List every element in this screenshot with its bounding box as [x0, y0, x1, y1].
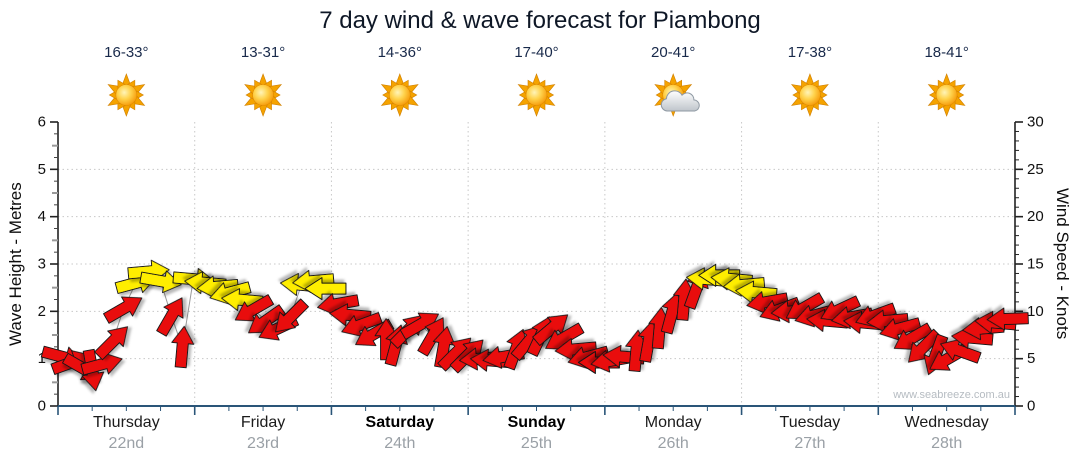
wind-arrow	[275, 298, 309, 333]
day-label-monday: Monday 26th	[645, 414, 702, 453]
wind-tick-label: 10	[1027, 303, 1044, 320]
day-name: Tuesday	[779, 414, 841, 431]
wave-tick-label: 0	[38, 398, 46, 415]
wind-arrow	[171, 325, 195, 369]
sun-icon	[244, 73, 282, 117]
sun-icon	[380, 73, 419, 117]
partly-cloudy-icon	[654, 73, 700, 117]
wind-tick-label: 20	[1027, 208, 1044, 225]
wind-arrow	[532, 314, 569, 346]
day-name: Friday	[240, 414, 286, 431]
day-header-row: 16-33° 13-31° 14-36° 17-40° 20-41° 17-38° 18-4…	[0, 44, 1080, 64]
sun-icon	[517, 73, 556, 117]
watermark: www.seabreeze.com.au	[893, 389, 1010, 401]
day-date: 28th	[931, 435, 963, 452]
wind-tick-label: 25	[1027, 161, 1044, 178]
wave-tick-label: 4	[38, 208, 46, 225]
day-date: 22nd	[108, 435, 145, 452]
day-date: 27th	[794, 435, 826, 452]
day-date: 23rd	[247, 435, 280, 452]
wind-arrow	[94, 326, 129, 361]
temp-range-sunday: 17-40°	[514, 44, 559, 61]
day-name: Monday	[644, 414, 702, 431]
wind-arrow	[940, 338, 982, 364]
wind-arrow	[554, 338, 598, 362]
sun-icon	[927, 73, 966, 117]
wind-arrow	[156, 297, 184, 337]
wind-arrow	[625, 329, 649, 372]
wave-tick-label: 5	[38, 161, 46, 178]
wind-arrow	[866, 309, 909, 333]
wind-tick-label: 15	[1027, 256, 1044, 273]
day-label-wednesday: Wednesday 28th	[905, 414, 989, 453]
wave-tick-label: 1	[38, 350, 46, 367]
wind-arrow	[908, 328, 942, 363]
day-name: Sunday	[507, 414, 566, 431]
wind-arrow	[304, 277, 347, 301]
wind-tick-label: 0	[1027, 398, 1035, 415]
day-label-thursday: Thursday 22nd	[93, 414, 160, 453]
wind-arrow	[746, 291, 789, 314]
day-name: Wednesday	[904, 414, 989, 431]
chart-title: 7 day wind & wave forecast for Piambong	[319, 7, 761, 34]
wave-tick-label: 2	[38, 303, 46, 320]
sun-icon	[107, 73, 146, 117]
wind-arrow	[139, 270, 182, 294]
temp-range-saturday: 14-36°	[377, 44, 422, 61]
wind-tick-label: 5	[1027, 350, 1035, 367]
day-date: 25th	[520, 435, 553, 452]
temp-range-thursday: 16-33°	[104, 44, 149, 61]
day-label-saturday: Saturday 24th	[366, 414, 434, 453]
day-label-tuesday: Tuesday 27th	[780, 414, 841, 453]
cloud-icon	[660, 90, 700, 112]
day-name: Thursday	[92, 414, 160, 431]
wind-tick-label: 30	[1027, 114, 1044, 131]
wind-arrow	[103, 296, 143, 324]
day-label-friday: Friday 23rd	[241, 414, 285, 453]
wind-arrow	[234, 294, 275, 322]
right-axis-title: Wind Speed - Knots	[1053, 188, 1072, 340]
day-name: Saturday	[365, 414, 435, 431]
day-date: 24th	[384, 435, 416, 452]
temp-range-tuesday: 17-38°	[787, 44, 833, 61]
wave-tick-label: 6	[38, 114, 46, 131]
day-label-sunday: Sunday 25th	[508, 414, 566, 453]
day-date: 26th	[657, 435, 689, 452]
wind-arrow	[341, 312, 383, 337]
temp-range-monday: 20-41°	[651, 44, 696, 61]
wind-arrow	[879, 317, 922, 341]
wave-tick-label: 3	[38, 256, 46, 273]
sun-icon	[791, 73, 829, 117]
temp-range-friday: 13-31°	[240, 44, 286, 61]
wind-arrow	[417, 317, 445, 357]
temp-range-wednesday: 18-41°	[924, 44, 969, 61]
wind-arrow	[986, 307, 1029, 331]
